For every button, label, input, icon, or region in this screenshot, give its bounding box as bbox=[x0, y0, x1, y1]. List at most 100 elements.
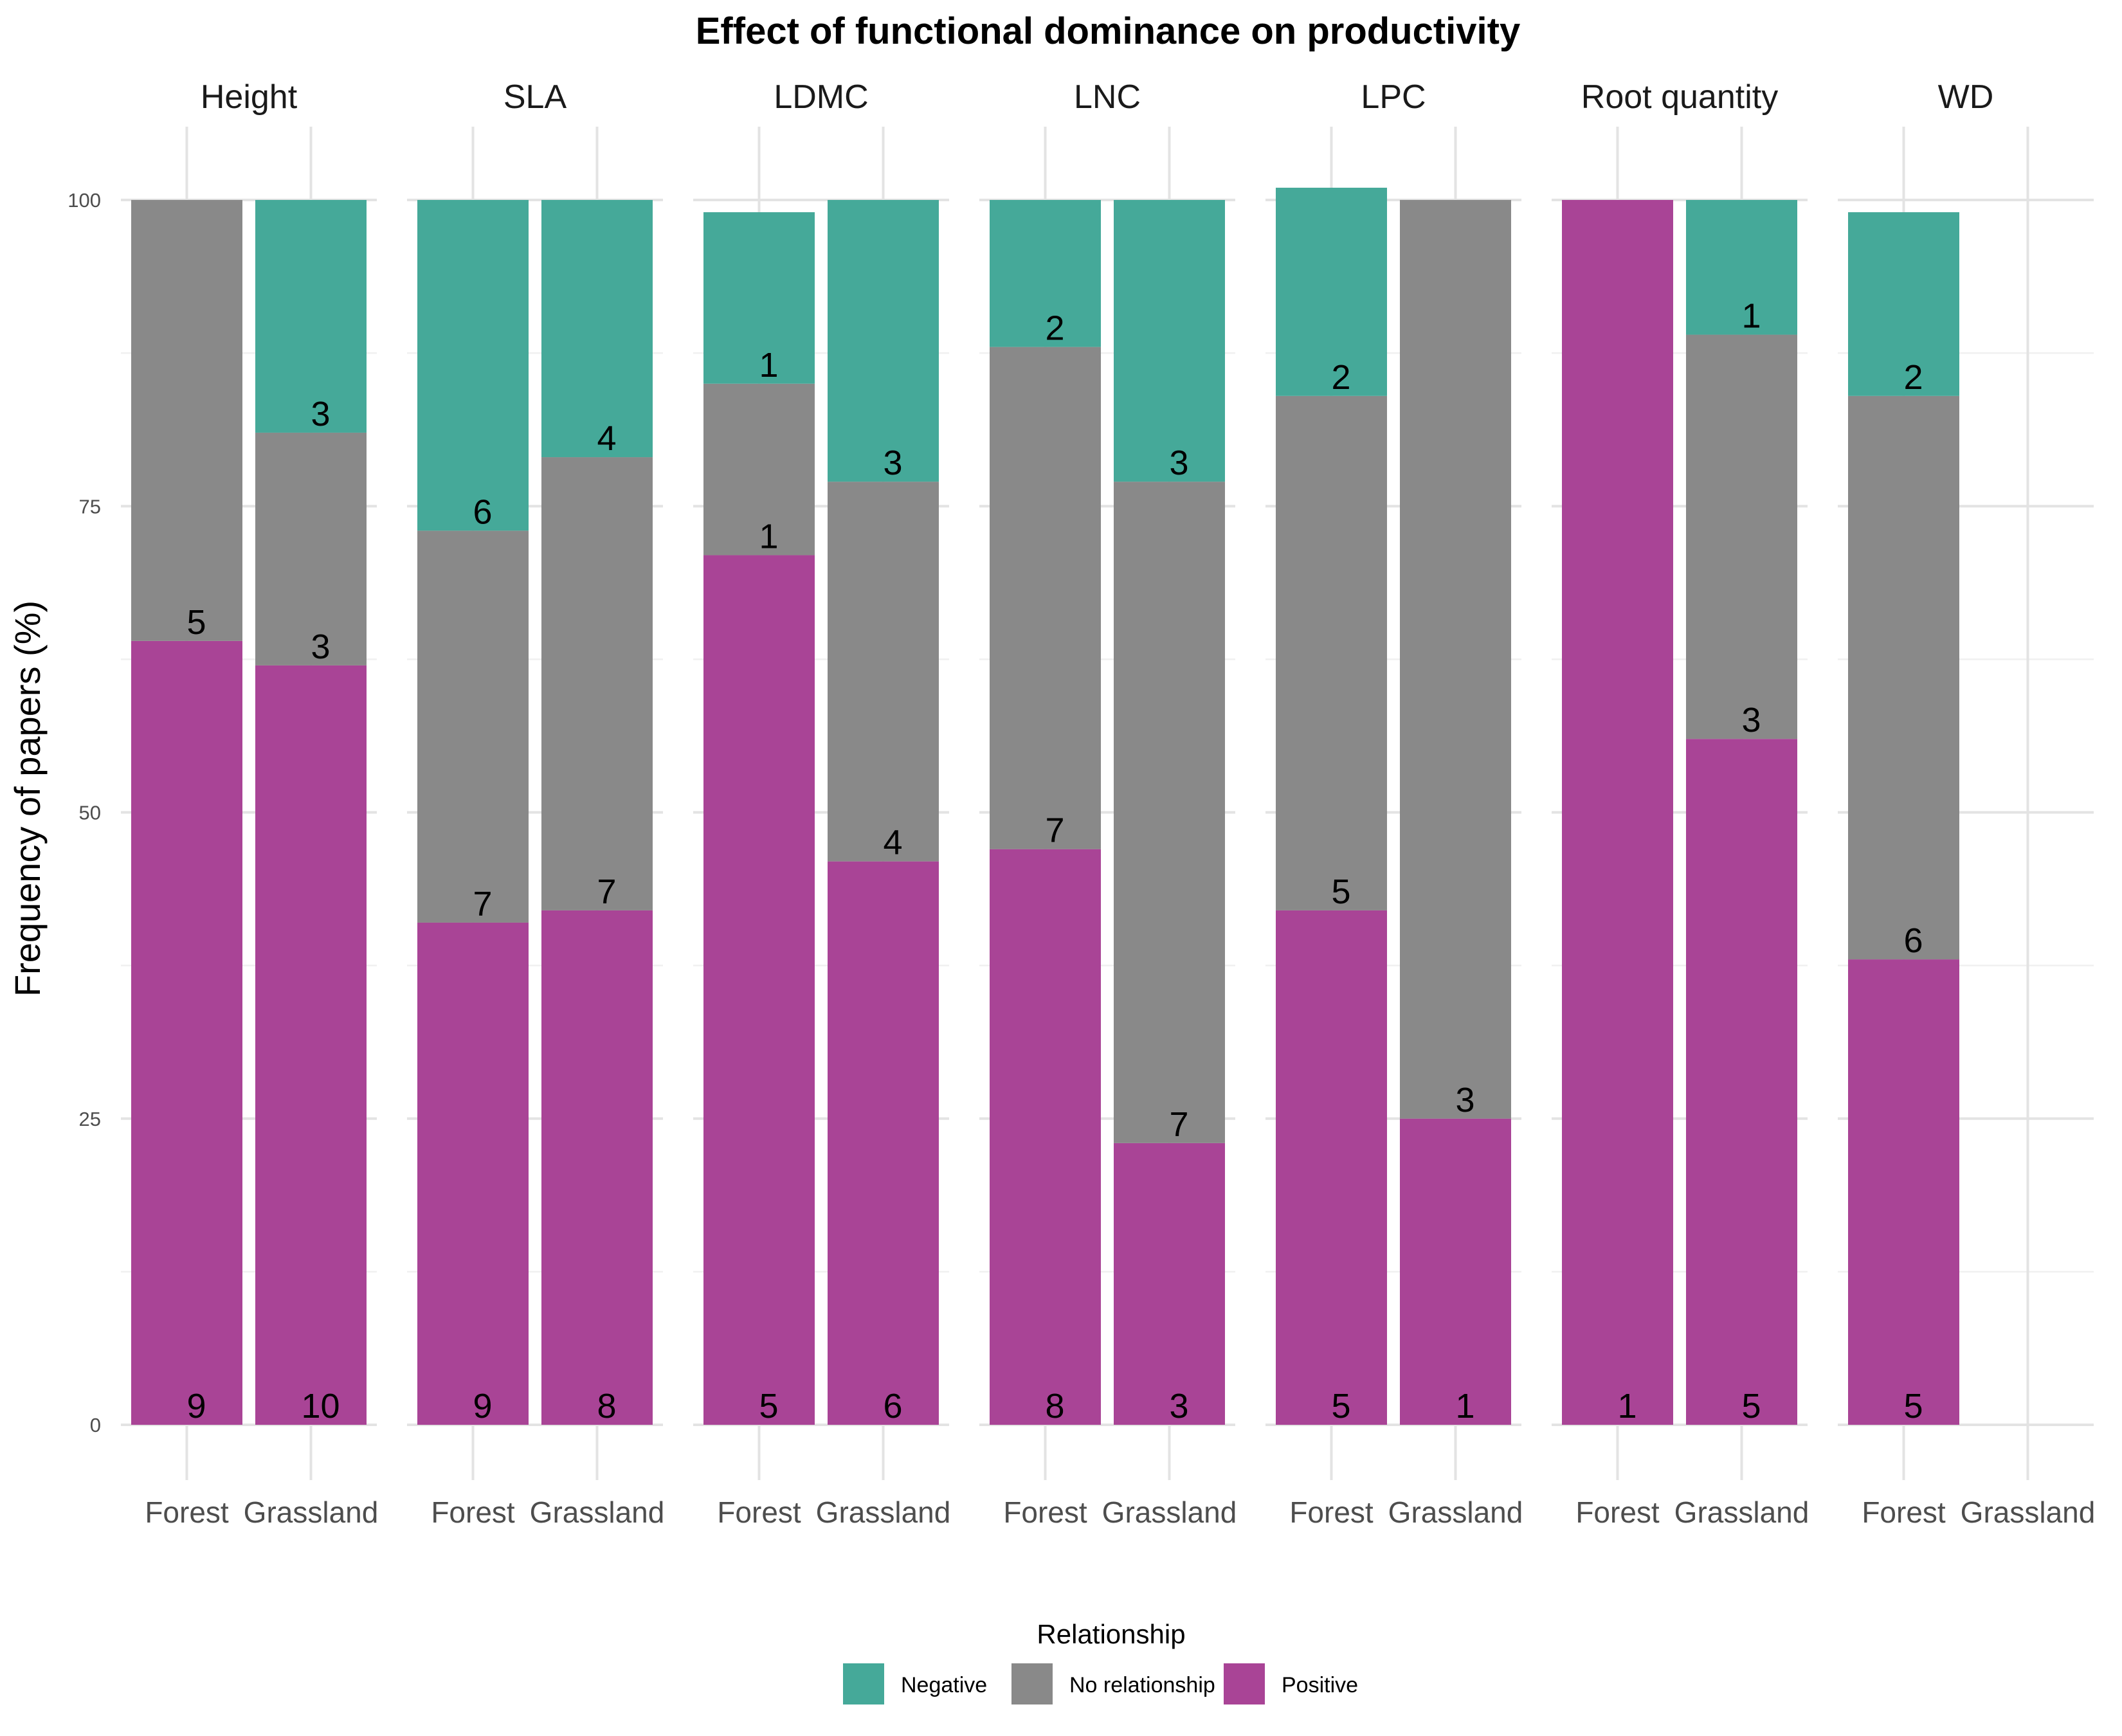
facet-panel-lnc: LNC 8 7 2 3 7 3 Forest Grassland bbox=[979, 78, 1237, 1529]
legend-label-positive: Positive bbox=[1282, 1673, 1358, 1697]
bar-segment-lpc-forest-no-relationship bbox=[1276, 395, 1387, 910]
bar-segment-wd-forest-no-relationship bbox=[1848, 395, 1959, 960]
x-tick-label-forest: Forest bbox=[1862, 1496, 1946, 1529]
legend-key-negative bbox=[843, 1663, 884, 1704]
y-tick-label: 75 bbox=[79, 495, 101, 518]
bar-segment-ldmc-grassland-positive bbox=[828, 861, 939, 1425]
y-tick-label: 25 bbox=[79, 1108, 101, 1130]
count-label-ldmc-grassland-no-relationship: 4 bbox=[883, 824, 902, 862]
bar-segment-lnc-grassland-negative bbox=[1114, 200, 1225, 482]
bar-segment-height-grassland-positive bbox=[255, 665, 367, 1425]
facet-panel-root-quantity: Root quantity 1 5 3 1 Forest Grassland bbox=[1552, 78, 1809, 1529]
count-label-wd-forest-negative: 2 bbox=[1903, 358, 1923, 397]
bar-segment-root-quantity-grassland-negative bbox=[1686, 200, 1797, 335]
bar-segment-sla-grassland-no-relationship bbox=[541, 457, 653, 910]
bar-segment-lnc-grassland-positive bbox=[1114, 1143, 1225, 1425]
count-label-sla-grassland-positive: 8 bbox=[597, 1387, 616, 1425]
count-label-lnc-grassland-negative: 3 bbox=[1169, 444, 1188, 482]
bar-segment-sla-forest-no-relationship bbox=[417, 530, 529, 923]
bar-segment-lpc-grassland-no-relationship bbox=[1400, 200, 1511, 1119]
bar-segment-lnc-forest-negative bbox=[990, 200, 1101, 347]
chart-title: Effect of functional dominance on produc… bbox=[696, 10, 1521, 52]
facet-panel-wd: WD 5 6 2 Forest Grassland bbox=[1838, 78, 2095, 1529]
count-label-sla-grassland-negative: 4 bbox=[597, 419, 616, 458]
bar-segment-height-grassland-negative bbox=[255, 200, 367, 433]
x-tick-label-forest: Forest bbox=[145, 1496, 229, 1529]
bar-segment-root-quantity-grassland-no-relationship bbox=[1686, 334, 1797, 739]
x-tick-label-grassland: Grassland bbox=[530, 1496, 665, 1529]
x-tick-label-grassland: Grassland bbox=[816, 1496, 951, 1529]
x-tick-label-forest: Forest bbox=[431, 1496, 515, 1529]
x-tick-label-grassland: Grassland bbox=[1961, 1496, 2096, 1529]
legend-key-positive bbox=[1224, 1663, 1265, 1704]
bar-segment-lpc-forest-positive bbox=[1276, 910, 1387, 1425]
count-label-lpc-grassland-no-relationship: 3 bbox=[1455, 1081, 1474, 1119]
count-label-ldmc-forest-negative: 1 bbox=[759, 346, 778, 384]
legend-item-negative: Negative bbox=[843, 1663, 987, 1704]
bar-segment-sla-forest-positive bbox=[417, 922, 529, 1425]
bar-segment-lnc-forest-no-relationship bbox=[990, 347, 1101, 849]
count-label-lpc-forest-no-relationship: 5 bbox=[1331, 873, 1350, 911]
bar-segment-lpc-forest-negative bbox=[1276, 187, 1387, 396]
x-tick-label-forest: Forest bbox=[1575, 1496, 1660, 1529]
x-tick-label-grassland: Grassland bbox=[244, 1496, 379, 1529]
bar-segment-height-grassland-no-relationship bbox=[255, 432, 367, 665]
count-label-root-quantity-grassland-negative: 1 bbox=[1741, 297, 1761, 336]
count-label-height-grassland-positive: 10 bbox=[301, 1387, 340, 1425]
facet-panel-lpc: LPC 5 5 2 1 3 Forest Grassland bbox=[1265, 78, 1523, 1529]
legend-title: Relationship bbox=[1037, 1619, 1185, 1649]
count-label-ldmc-forest-no-relationship: 1 bbox=[759, 517, 778, 556]
legend-item-no-relationship: No relationship bbox=[1011, 1663, 1215, 1704]
count-label-lnc-forest-positive: 8 bbox=[1045, 1387, 1064, 1425]
count-label-lpc-forest-positive: 5 bbox=[1331, 1387, 1350, 1425]
y-tick-label: 50 bbox=[79, 802, 101, 824]
legend-label-negative: Negative bbox=[901, 1673, 987, 1697]
count-label-wd-forest-no-relationship: 6 bbox=[1903, 921, 1923, 960]
legend-key-no-relationship bbox=[1011, 1663, 1053, 1704]
x-tick-label-grassland: Grassland bbox=[1388, 1496, 1523, 1529]
legend: Relationship Negative No relationship Posi… bbox=[843, 1619, 1358, 1704]
facet-label-ldmc: LDMC bbox=[774, 78, 868, 116]
legend-label-no-relationship: No relationship bbox=[1069, 1673, 1215, 1697]
facet-panel-sla: SLA 9 7 6 8 7 4 Forest Grassland bbox=[407, 78, 664, 1529]
x-tick-label-grassland: Grassland bbox=[1102, 1496, 1237, 1529]
count-label-lpc-forest-negative: 2 bbox=[1331, 358, 1350, 397]
bar-segment-sla-grassland-positive bbox=[541, 910, 653, 1425]
count-label-height-forest-positive: 9 bbox=[186, 1387, 206, 1425]
bar-segment-root-quantity-forest-positive bbox=[1562, 200, 1673, 1425]
x-tick-label-grassland: Grassland bbox=[1674, 1496, 1809, 1529]
count-label-height-grassland-no-relationship: 3 bbox=[311, 628, 330, 666]
facet-label-lpc: LPC bbox=[1361, 78, 1426, 116]
y-tick-label: 100 bbox=[68, 189, 101, 212]
y-axis-label: Frequency of papers (%) bbox=[7, 601, 48, 997]
count-label-sla-forest-no-relationship: 7 bbox=[473, 885, 492, 923]
bar-segment-wd-forest-negative bbox=[1848, 212, 1959, 396]
bar-segment-wd-forest-positive bbox=[1848, 959, 1959, 1425]
count-label-root-quantity-grassland-positive: 5 bbox=[1741, 1387, 1761, 1425]
y-tick-label: 0 bbox=[90, 1414, 101, 1436]
count-label-ldmc-forest-positive: 5 bbox=[759, 1387, 778, 1425]
facet-label-sla: SLA bbox=[503, 78, 567, 116]
count-label-lpc-grassland-positive: 1 bbox=[1455, 1387, 1474, 1425]
bar-segment-height-forest-positive bbox=[131, 640, 242, 1425]
facet-label-root-quantity: Root quantity bbox=[1581, 78, 1778, 116]
x-tick-label-forest: Forest bbox=[717, 1496, 801, 1529]
bar-segment-ldmc-grassland-negative bbox=[828, 200, 939, 482]
facet-label-height: Height bbox=[201, 78, 298, 116]
bar-segment-root-quantity-grassland-positive bbox=[1686, 739, 1797, 1425]
facet-panel-ldmc: LDMC 5 1 1 6 4 3 Forest Grassland bbox=[693, 78, 950, 1529]
count-label-lnc-forest-no-relationship: 7 bbox=[1045, 811, 1064, 850]
x-tick-label-forest: Forest bbox=[1289, 1496, 1374, 1529]
count-label-wd-forest-positive: 5 bbox=[1903, 1387, 1923, 1425]
bar-segment-height-forest-no-relationship bbox=[131, 200, 242, 641]
legend-item-positive: Positive bbox=[1224, 1663, 1358, 1704]
count-label-lnc-grassland-no-relationship: 7 bbox=[1169, 1105, 1188, 1144]
bar-segment-ldmc-grassland-no-relationship bbox=[828, 482, 939, 862]
bar-segment-ldmc-forest-negative bbox=[703, 212, 815, 384]
count-label-sla-forest-negative: 6 bbox=[473, 493, 492, 531]
bar-segment-lnc-grassland-no-relationship bbox=[1114, 482, 1225, 1143]
count-label-ldmc-grassland-positive: 6 bbox=[883, 1387, 902, 1425]
bar-segment-ldmc-forest-positive bbox=[703, 555, 815, 1425]
